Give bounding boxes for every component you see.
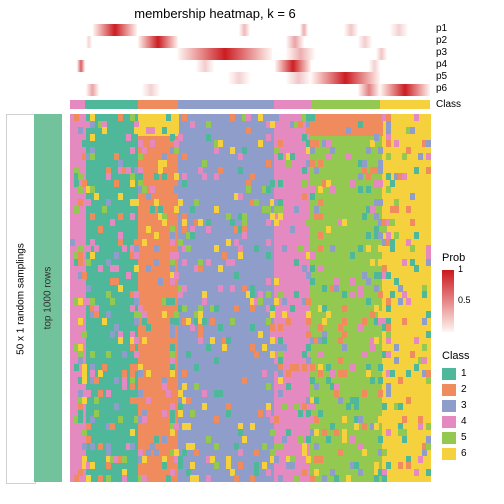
row-label-p2: p2 (436, 35, 447, 46)
chart-title: membership heatmap, k = 6 (0, 6, 430, 21)
class-bar-seg (85, 100, 137, 109)
legend-class-label: 3 (461, 400, 467, 411)
legend-class-title: Class (442, 350, 470, 362)
prob-block (380, 84, 430, 96)
class-bar-seg (70, 100, 85, 109)
side-outer-label: 50 x 1 random samplings (16, 243, 27, 355)
prob-block (376, 48, 387, 60)
legend-swatch (442, 416, 456, 428)
prob-block (286, 72, 311, 84)
row-label-p3: p3 (436, 47, 447, 58)
legend-prob-title: Prob (442, 252, 465, 264)
row-label-p1: p1 (436, 23, 447, 34)
row-label-p5: p5 (436, 71, 447, 82)
prob-block (300, 24, 307, 36)
side-outer-bar: 50 x 1 random samplings (6, 114, 36, 484)
prob-block (358, 36, 372, 48)
class-bar (70, 100, 430, 109)
legend-class-label: 5 (461, 432, 467, 443)
prob-block (369, 60, 380, 72)
legend-swatch (442, 368, 456, 380)
membership-heatmap: membership heatmap, k = 6 50 x 1 random s… (0, 0, 504, 504)
row-label-p6: p6 (436, 83, 447, 94)
legend-class-label: 4 (461, 416, 467, 427)
legend-swatch (442, 448, 456, 460)
class-bar-seg (274, 100, 311, 109)
prob-block (311, 72, 379, 84)
prob-block (390, 24, 408, 36)
prob-block (239, 24, 250, 36)
prob-block (228, 72, 250, 84)
prob-block (93, 24, 136, 36)
prob-block (86, 84, 99, 96)
prob-block (358, 84, 380, 96)
legend-swatch (442, 384, 456, 396)
probability-rows (70, 24, 430, 96)
prob-block (77, 60, 85, 72)
prob-block (142, 84, 160, 96)
prob-block (286, 48, 315, 60)
class-bar-seg (138, 100, 178, 109)
legend-class-label: 1 (461, 368, 467, 379)
legend-prob-tick: 1 (458, 264, 463, 274)
legend-swatch (442, 432, 456, 444)
heatmap-body (70, 114, 430, 482)
class-bar-seg (380, 100, 430, 109)
prob-block (196, 60, 214, 72)
side-inner-bar: top 1000 rows (34, 114, 62, 482)
side-inner-label: top 1000 rows (43, 267, 54, 330)
row-label-p4: p4 (436, 59, 447, 70)
legend-prob-bar (442, 270, 454, 332)
legend-class-label: 6 (461, 448, 467, 459)
prob-block (286, 36, 304, 48)
legend-class-label: 2 (461, 384, 467, 395)
class-bar-seg (178, 100, 274, 109)
prob-block (138, 36, 178, 48)
prob-block (275, 60, 311, 72)
prob-block (178, 48, 272, 60)
class-bar-label: Class (436, 99, 461, 110)
prob-block (344, 24, 358, 36)
class-bar-seg (311, 100, 380, 109)
prob-block (86, 36, 92, 48)
legend-swatch (442, 400, 456, 412)
legend-prob-tick: 0.5 (458, 295, 471, 305)
